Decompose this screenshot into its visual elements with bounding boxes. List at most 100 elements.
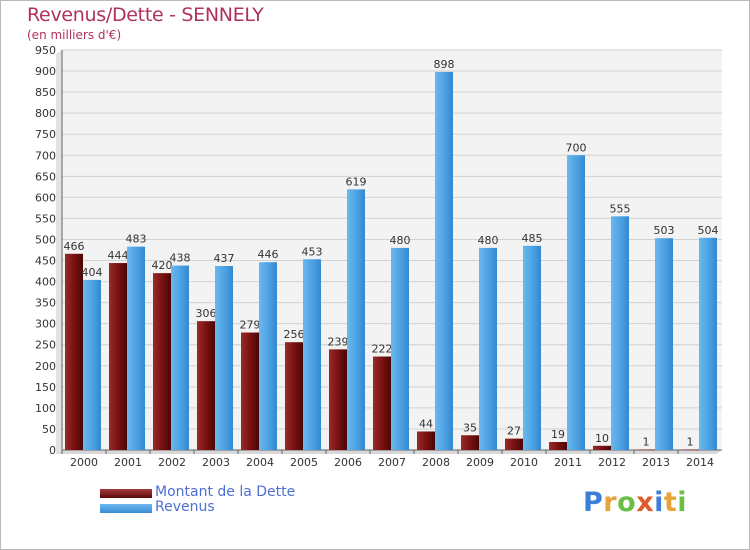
data-label-dette-2005: 256 bbox=[284, 328, 305, 341]
plot-floor bbox=[56, 450, 722, 454]
bar-revenus-2006 bbox=[347, 189, 365, 451]
y-tick-label: 700 bbox=[35, 149, 56, 162]
bar-dette-2000 bbox=[65, 253, 83, 450]
x-tick-label: 2011 bbox=[554, 456, 582, 469]
bar-dette-2003 bbox=[197, 321, 215, 450]
data-label-revenus-2008: 898 bbox=[434, 58, 455, 71]
y-tick-label: 200 bbox=[35, 360, 56, 373]
plot-wall bbox=[56, 50, 62, 454]
data-label-dette-2011: 19 bbox=[551, 428, 565, 441]
bar-revenus-2003 bbox=[215, 266, 233, 450]
y-tick-label: 750 bbox=[35, 128, 56, 141]
data-label-dette-2007: 222 bbox=[372, 343, 393, 356]
chart-title: Revenus/Dette - SENNELY bbox=[27, 4, 264, 26]
x-tick-label: 2008 bbox=[422, 456, 450, 469]
bar-revenus-2001 bbox=[127, 246, 145, 450]
bar-revenus-2007 bbox=[391, 247, 409, 450]
bar-dette-2007 bbox=[373, 356, 391, 450]
chart-subtitle: (en milliers d'€) bbox=[27, 28, 122, 42]
x-tick-label: 2010 bbox=[510, 456, 538, 469]
y-tick-label: 450 bbox=[35, 255, 56, 268]
bar-dette-2001 bbox=[109, 263, 127, 450]
data-label-dette-2008: 44 bbox=[419, 417, 433, 430]
bar-dette-2009 bbox=[461, 435, 479, 450]
legend-label-revenus: Revenus bbox=[155, 499, 215, 515]
bar-dette-2002 bbox=[153, 273, 171, 450]
x-tick-label: 2001 bbox=[114, 456, 142, 469]
data-label-dette-2000: 466 bbox=[64, 240, 85, 253]
data-label-dette-2003: 306 bbox=[196, 307, 217, 320]
x-tick-label: 2000 bbox=[70, 456, 98, 469]
x-tick-label: 2012 bbox=[598, 456, 626, 469]
proxiti-logo-letter: i bbox=[654, 487, 664, 518]
bar-revenus-2010 bbox=[523, 245, 541, 450]
bar-dette-2011 bbox=[549, 442, 567, 450]
data-label-dette-2009: 35 bbox=[463, 421, 477, 434]
y-tick-label: 950 bbox=[35, 44, 56, 57]
data-label-revenus-2002: 438 bbox=[170, 252, 191, 265]
data-label-dette-2004: 279 bbox=[240, 319, 261, 332]
proxiti-logo-letter: i bbox=[677, 487, 688, 518]
legend-swatch-dette bbox=[100, 489, 152, 498]
y-tick-label: 0 bbox=[49, 444, 56, 457]
data-label-revenus-2000: 404 bbox=[82, 266, 103, 279]
y-tick-label: 900 bbox=[35, 65, 56, 78]
data-label-revenus-2011: 700 bbox=[566, 141, 587, 154]
bar-revenus-2008 bbox=[435, 71, 453, 450]
data-label-dette-2010: 27 bbox=[507, 425, 521, 438]
x-tick-label: 2004 bbox=[246, 456, 274, 469]
data-label-revenus-2003: 437 bbox=[214, 252, 235, 265]
legend-swatch-revenus bbox=[100, 504, 152, 513]
y-tick-label: 100 bbox=[35, 402, 56, 415]
data-label-revenus-2004: 446 bbox=[258, 248, 279, 261]
proxiti-logo-letter: o bbox=[617, 487, 637, 518]
x-tick-label: 2009 bbox=[466, 456, 494, 469]
data-label-revenus-2009: 480 bbox=[478, 234, 499, 247]
data-label-dette-2014: 1 bbox=[687, 436, 694, 449]
data-label-dette-2001: 444 bbox=[108, 249, 129, 262]
x-tick-label: 2003 bbox=[202, 456, 230, 469]
data-label-dette-2002: 420 bbox=[152, 259, 173, 272]
x-tick-label: 2014 bbox=[686, 456, 714, 469]
y-tick-label: 150 bbox=[35, 381, 56, 394]
y-tick-label: 650 bbox=[35, 170, 56, 183]
data-label-revenus-2005: 453 bbox=[302, 245, 323, 258]
bar-dette-2010 bbox=[505, 438, 523, 450]
bar-revenus-2000 bbox=[83, 279, 101, 450]
data-label-revenus-2013: 503 bbox=[654, 224, 675, 237]
data-label-revenus-2006: 619 bbox=[346, 175, 367, 188]
bar-dette-2012 bbox=[593, 445, 611, 450]
data-label-revenus-2010: 485 bbox=[522, 232, 543, 245]
bar-revenus-2012 bbox=[611, 216, 629, 450]
x-tick-label: 2005 bbox=[290, 456, 318, 469]
y-tick-label: 600 bbox=[35, 191, 56, 204]
bar-revenus-2009 bbox=[479, 247, 497, 450]
x-tick-label: 2006 bbox=[334, 456, 362, 469]
bar-revenus-2014 bbox=[699, 237, 717, 450]
data-label-revenus-2007: 480 bbox=[390, 234, 411, 247]
proxiti-logo-letter: x bbox=[636, 487, 655, 518]
y-tick-label: 800 bbox=[35, 107, 56, 120]
bar-revenus-2011 bbox=[567, 155, 585, 450]
bar-dette-2005 bbox=[285, 342, 303, 450]
y-tick-label: 400 bbox=[35, 276, 56, 289]
proxiti-logo-letter: r bbox=[603, 487, 618, 518]
x-tick-label: 2002 bbox=[158, 456, 186, 469]
y-tick-label: 850 bbox=[35, 86, 56, 99]
data-label-dette-2012: 10 bbox=[595, 432, 609, 445]
proxiti-logo-letter: t bbox=[663, 487, 678, 518]
bar-dette-2013 bbox=[637, 449, 655, 451]
data-label-dette-2013: 1 bbox=[643, 436, 650, 449]
x-tick-label: 2013 bbox=[642, 456, 670, 469]
y-tick-label: 550 bbox=[35, 212, 56, 225]
bar-dette-2008 bbox=[417, 431, 435, 450]
y-tick-label: 350 bbox=[35, 297, 56, 310]
x-tick-label: 2007 bbox=[378, 456, 406, 469]
data-label-revenus-2014: 504 bbox=[698, 224, 719, 237]
bar-revenus-2013 bbox=[655, 238, 673, 450]
data-label-revenus-2001: 483 bbox=[126, 233, 147, 246]
y-tick-label: 250 bbox=[35, 339, 56, 352]
bar-revenus-2002 bbox=[171, 265, 189, 450]
bar-dette-2014 bbox=[681, 449, 699, 451]
